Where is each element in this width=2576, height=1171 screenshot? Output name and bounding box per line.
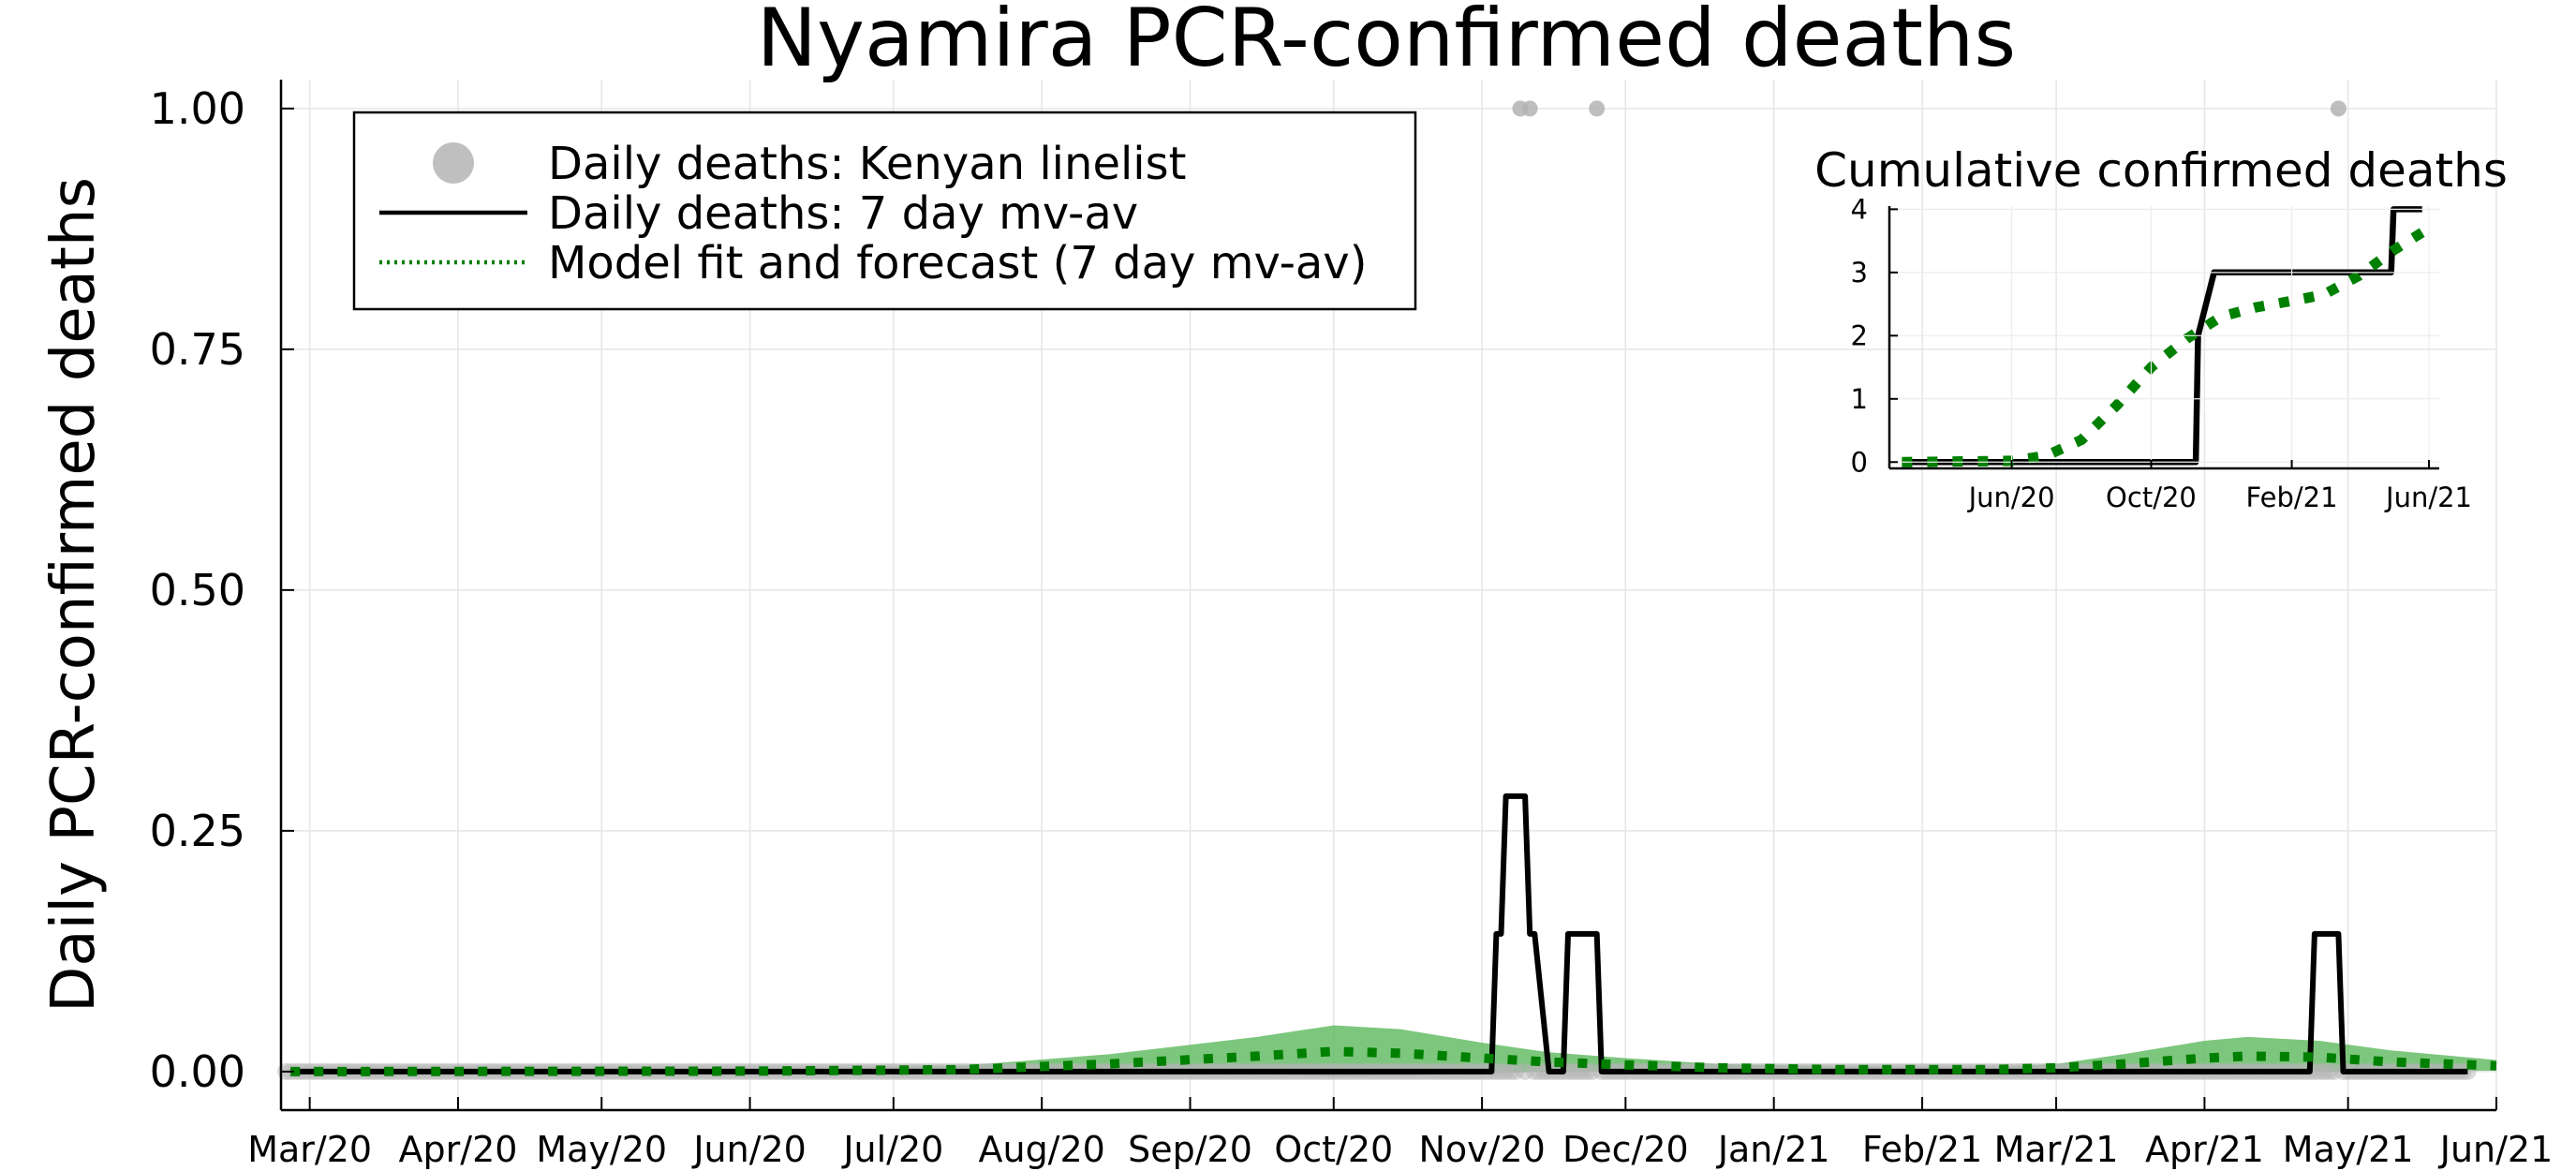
- y-tick-label: 0.00: [150, 1046, 245, 1097]
- x-tick-label: Apr/20: [399, 1129, 518, 1170]
- main-plot-area: [277, 100, 2497, 1080]
- inset-x-tick-label: Jun/21: [2384, 482, 2472, 513]
- inset-y-tick-label: 0: [1851, 446, 1868, 478]
- x-tick-label: Jun/20: [691, 1129, 807, 1170]
- x-tick-label: Jan/21: [1716, 1129, 1830, 1170]
- inset-y-tick-label: 3: [1851, 257, 1868, 289]
- x-tick-label: Jul/20: [841, 1129, 943, 1170]
- x-tick-label: Dec/20: [1562, 1129, 1689, 1170]
- inset-x-tick-label: Feb/21: [2246, 482, 2338, 513]
- y-tick-label: 0.25: [150, 806, 245, 856]
- x-tick-label: Mar/21: [1994, 1129, 2119, 1170]
- scatter-point: [1589, 100, 1606, 117]
- inset-y-tick-label: 1: [1851, 383, 1868, 415]
- legend-box: [352, 111, 1417, 311]
- y-axis-label: Daily PCR-confirmed deaths: [39, 177, 109, 1013]
- x-tick-label: Feb/21: [1862, 1129, 1982, 1170]
- y-tick-label: 0.75: [150, 324, 245, 375]
- inset-y-tick-label: 2: [1851, 319, 1868, 351]
- inset-x-tick-label: Oct/20: [2106, 482, 2197, 513]
- x-tick-label: Nov/20: [1418, 1129, 1545, 1170]
- x-tick-label: Oct/20: [1274, 1129, 1393, 1170]
- x-tick-label: Aug/20: [978, 1129, 1104, 1170]
- legend-label: Daily deaths: Kenyan linelist: [548, 138, 1186, 190]
- x-tick-label: Apr/21: [2145, 1129, 2264, 1170]
- inset-x-tick-label: Jun/20: [1967, 482, 2055, 513]
- inset-title: Cumulative confirmed deaths: [1814, 143, 2508, 198]
- x-tick-label: Mar/20: [247, 1129, 372, 1170]
- legend-marker-scatter: [433, 142, 474, 184]
- inset-y-tick-label: 4: [1851, 193, 1868, 225]
- legend-label: Daily deaths: 7 day mv-av: [548, 187, 1138, 240]
- scatter-point: [1521, 100, 1538, 117]
- x-tick-label: May/20: [536, 1129, 667, 1170]
- series-line-7day-mvav: [290, 793, 2468, 1075]
- inset-axes: 0 1 2 3 4 Jun/20 Oct/20 Feb/21 Jun/21: [1851, 193, 2472, 513]
- y-tick-label: 0.50: [150, 565, 245, 615]
- x-tick-label: Jun/21: [2438, 1129, 2554, 1170]
- chart-title: Nyamira PCR-confirmed deaths: [757, 0, 2016, 85]
- inset-chart: Cumulative confirmed deaths 0 1 2 3 4 Jun/20 O…: [1814, 143, 2508, 513]
- series-line-model-fit: [290, 1046, 2497, 1076]
- scatter-point: [2330, 100, 2347, 117]
- x-tick-label: Sep/20: [1128, 1129, 1252, 1170]
- y-tick-label: 1.00: [150, 83, 245, 134]
- main-axes: 0.00 0.25 0.50 0.75 1.00 Mar/20 Apr/20 May/20 Ju…: [150, 80, 2554, 1170]
- x-tick-label: May/21: [2283, 1129, 2414, 1170]
- legend-label: Model fit and forecast (7 day mv-av): [548, 237, 1367, 289]
- inset-series-cumulative-model: [1902, 223, 2432, 467]
